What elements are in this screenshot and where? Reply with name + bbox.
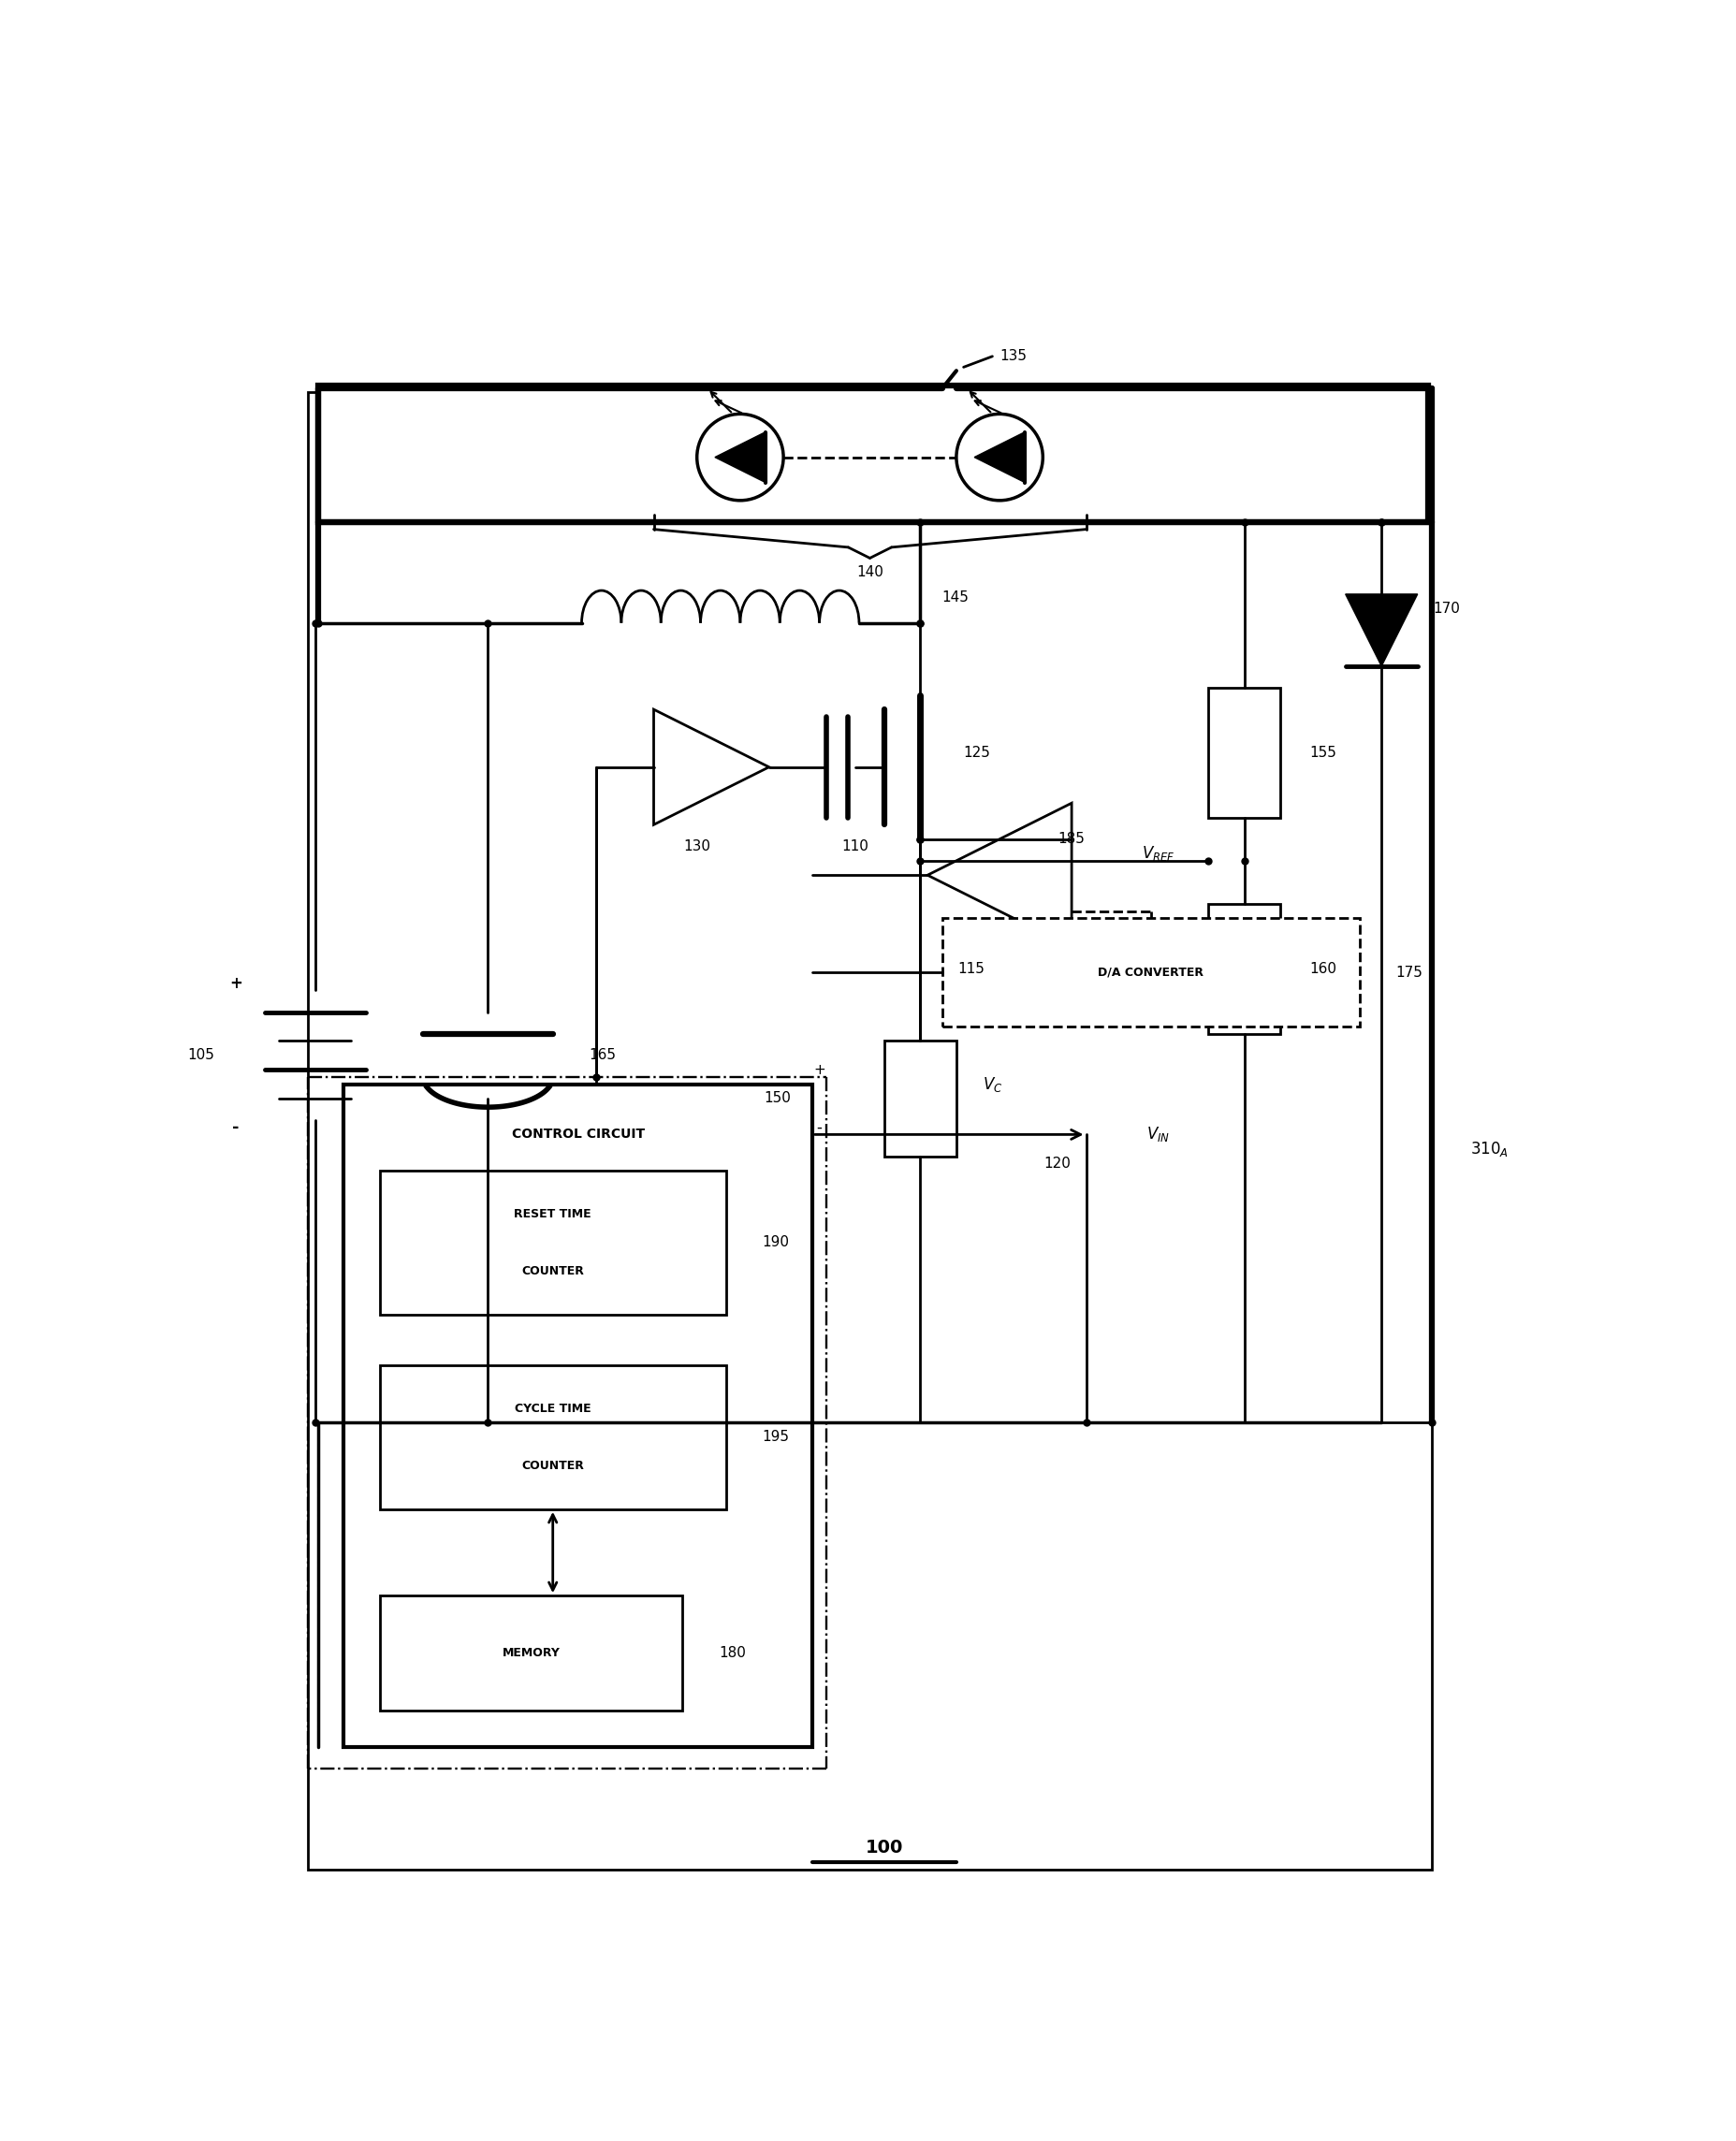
Text: RESET TIME: RESET TIME bbox=[514, 1208, 592, 1220]
Text: COUNTER: COUNTER bbox=[521, 1265, 583, 1278]
Text: 125: 125 bbox=[963, 745, 991, 760]
Text: 160: 160 bbox=[1309, 961, 1337, 976]
Bar bbox=[319, 385, 1429, 522]
Text: 180: 180 bbox=[719, 1646, 745, 1659]
Bar bbox=[344, 1083, 812, 1747]
Polygon shape bbox=[715, 432, 766, 482]
Text: 115: 115 bbox=[957, 961, 984, 976]
Text: -: - bbox=[816, 1120, 823, 1135]
Text: 100: 100 bbox=[866, 1839, 903, 1856]
Text: 110: 110 bbox=[842, 839, 870, 854]
Text: 165: 165 bbox=[589, 1049, 616, 1062]
Text: 185: 185 bbox=[1059, 833, 1085, 846]
Text: +: + bbox=[229, 974, 243, 991]
Bar bbox=[380, 1171, 726, 1315]
Polygon shape bbox=[1345, 595, 1418, 666]
Bar bbox=[380, 1595, 682, 1711]
Text: D/A CONVERTER: D/A CONVERTER bbox=[1099, 966, 1203, 978]
Text: 130: 130 bbox=[684, 839, 710, 854]
Text: 150: 150 bbox=[764, 1092, 790, 1105]
Text: +: + bbox=[814, 1062, 825, 1077]
Text: COUNTER: COUNTER bbox=[521, 1460, 583, 1473]
Bar bbox=[884, 1041, 957, 1156]
Bar bbox=[380, 1366, 726, 1509]
Text: 140: 140 bbox=[856, 565, 884, 580]
Text: 135: 135 bbox=[1000, 349, 1026, 364]
Bar bbox=[943, 918, 1359, 1026]
Text: $V_C$: $V_C$ bbox=[983, 1075, 1002, 1094]
Bar bbox=[307, 392, 1432, 1869]
Bar bbox=[1208, 687, 1281, 818]
Text: $V_{REF}$: $V_{REF}$ bbox=[1142, 844, 1175, 863]
Bar bbox=[1208, 904, 1281, 1034]
Text: 155: 155 bbox=[1309, 745, 1337, 760]
Text: 120: 120 bbox=[1043, 1156, 1071, 1171]
Text: $310_A$: $310_A$ bbox=[1470, 1139, 1509, 1158]
Text: 170: 170 bbox=[1432, 602, 1460, 617]
Text: 105: 105 bbox=[187, 1049, 214, 1062]
Text: -: - bbox=[233, 1120, 240, 1135]
Polygon shape bbox=[974, 432, 1024, 482]
Text: 175: 175 bbox=[1396, 966, 1424, 978]
Text: CONTROL CIRCUIT: CONTROL CIRCUIT bbox=[512, 1128, 644, 1141]
Text: 195: 195 bbox=[762, 1430, 788, 1445]
Text: 190: 190 bbox=[762, 1235, 788, 1250]
Text: 145: 145 bbox=[943, 591, 969, 604]
Text: $V_{IN}$: $V_{IN}$ bbox=[1146, 1126, 1170, 1143]
Text: MEMORY: MEMORY bbox=[502, 1646, 561, 1659]
Text: CYCLE TIME: CYCLE TIME bbox=[514, 1402, 590, 1415]
